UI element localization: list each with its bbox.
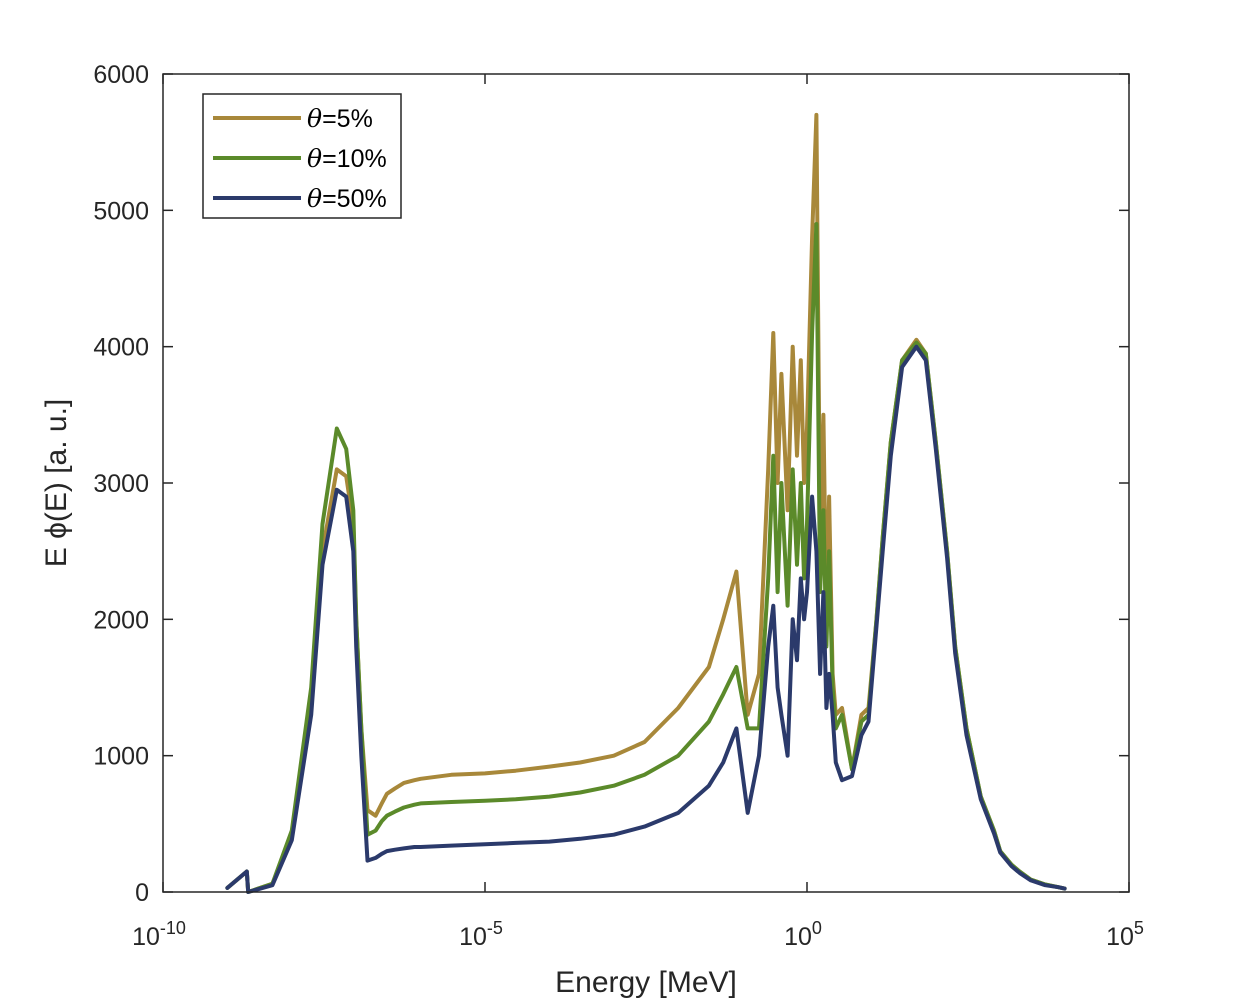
y-tick-label: 0 <box>135 879 149 907</box>
y-tick-label: 5000 <box>93 197 149 225</box>
x-tick-label: 10-10 <box>132 918 186 951</box>
x-tick-label: 100 <box>784 918 822 951</box>
y-tick-label: 6000 <box>93 61 149 89</box>
legend-label-3: θ=50% <box>307 184 387 213</box>
y-tick-label: 3000 <box>93 470 149 498</box>
series-layer <box>225 112 1067 894</box>
y-tick-label: 4000 <box>93 334 149 362</box>
y-tick-label: 1000 <box>93 743 149 771</box>
y-axis-label: E ϕ(E) [a. u.] <box>40 399 73 568</box>
legend: θ=5% θ=10% θ=50% <box>202 93 402 219</box>
legend-label-2: θ=10% <box>307 144 387 173</box>
series-line-3 <box>225 344 1067 894</box>
y-tick-label: 2000 <box>93 606 149 634</box>
axes-layer: 10-10 10-5 100 105 0 1000 2000 3000 4000 5000 6000 <box>93 61 1144 951</box>
x-axis-label: Energy [MeV] <box>555 966 737 999</box>
legend-label-1: θ=5% <box>307 104 373 133</box>
x-tick-label: 105 <box>1106 918 1144 951</box>
x-tick-label: 10-5 <box>459 918 503 951</box>
